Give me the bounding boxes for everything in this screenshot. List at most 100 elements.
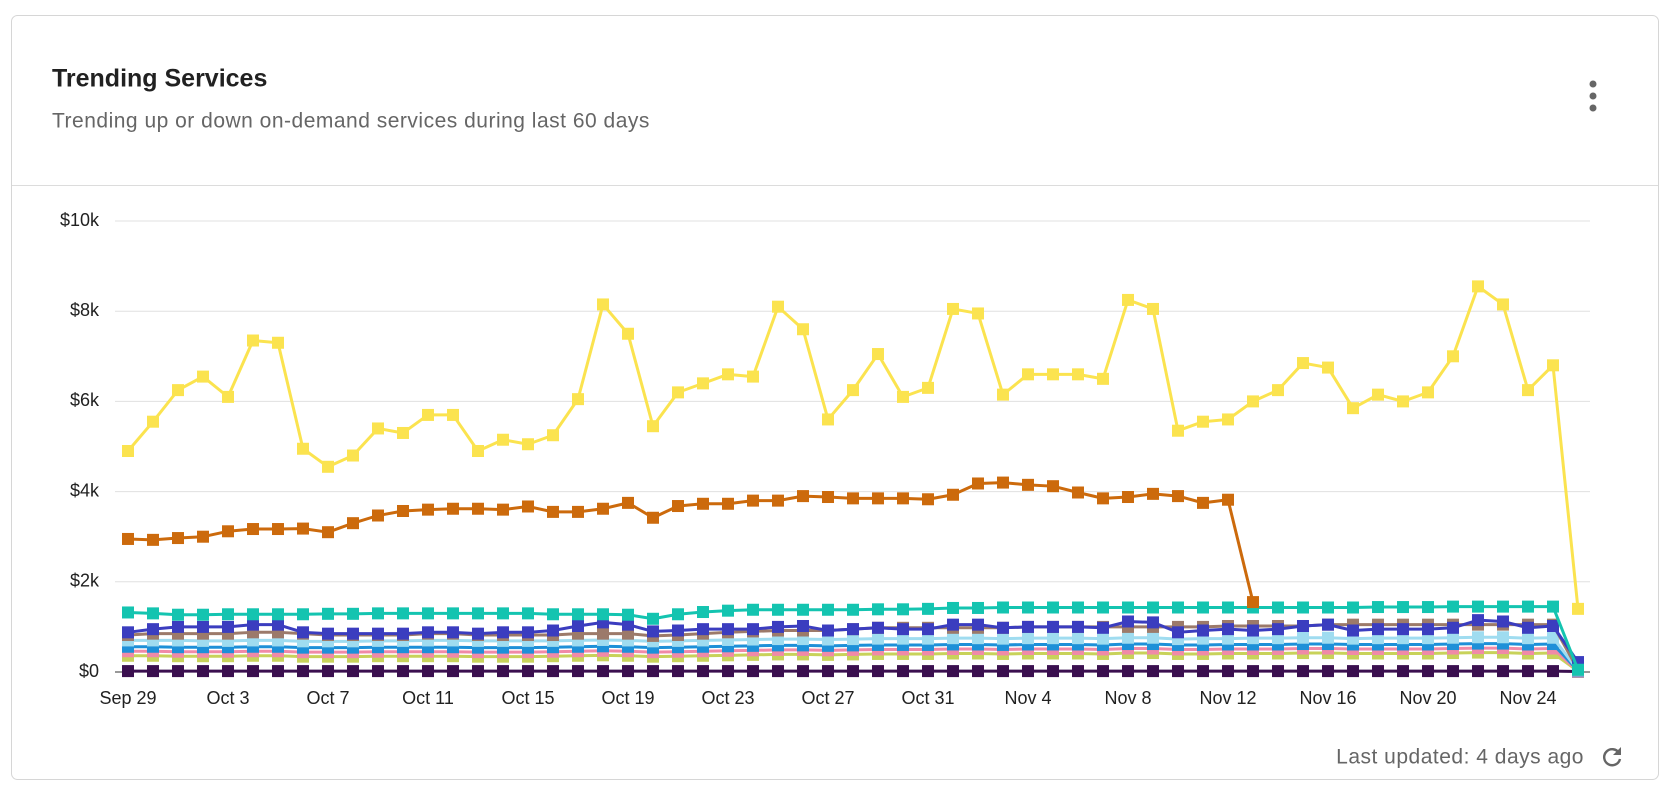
- marker: [647, 613, 659, 625]
- marker: [1172, 490, 1184, 502]
- marker: [1172, 602, 1184, 614]
- marker: [747, 623, 759, 635]
- marker: [1372, 665, 1384, 677]
- marker: [1297, 620, 1309, 632]
- marker: [1347, 402, 1359, 414]
- marker: [847, 665, 859, 677]
- marker: [1272, 665, 1284, 677]
- marker: [572, 665, 584, 677]
- marker: [572, 393, 584, 405]
- marker: [247, 619, 259, 631]
- marker: [1197, 625, 1209, 637]
- marker: [1147, 632, 1159, 644]
- marker: [497, 626, 509, 638]
- y-tick-label: $0: [79, 661, 99, 681]
- marker: [472, 503, 484, 515]
- marker: [347, 450, 359, 462]
- marker: [1097, 492, 1109, 504]
- marker: [672, 665, 684, 677]
- marker: [972, 632, 984, 644]
- marker: [772, 301, 784, 313]
- marker: [1072, 632, 1084, 644]
- marker: [1397, 395, 1409, 407]
- marker: [1247, 596, 1259, 608]
- marker: [1147, 616, 1159, 628]
- marker: [497, 665, 509, 677]
- marker: [497, 504, 509, 516]
- marker: [1272, 384, 1284, 396]
- marker: [1497, 665, 1509, 677]
- marker: [1422, 623, 1434, 635]
- marker: [972, 602, 984, 614]
- marker: [697, 623, 709, 635]
- marker: [497, 607, 509, 619]
- marker: [1222, 413, 1234, 425]
- marker: [697, 665, 709, 677]
- marker: [247, 608, 259, 620]
- marker: [347, 665, 359, 677]
- marker: [722, 665, 734, 677]
- marker: [1522, 665, 1534, 677]
- marker: [822, 604, 834, 616]
- marker: [1197, 665, 1209, 677]
- more-menu[interactable]: [1590, 81, 1597, 112]
- marker: [997, 389, 1009, 401]
- marker: [172, 609, 184, 621]
- marker: [422, 504, 434, 516]
- marker: [1122, 602, 1134, 614]
- marker: [197, 371, 209, 383]
- marker: [1122, 665, 1134, 677]
- marker: [122, 445, 134, 457]
- marker: [1422, 386, 1434, 398]
- x-tick-label: Nov 8: [1104, 688, 1151, 708]
- marker: [297, 608, 309, 620]
- marker: [1222, 602, 1234, 614]
- marker: [222, 608, 234, 620]
- marker: [1472, 601, 1484, 613]
- marker: [372, 422, 384, 434]
- marker: [772, 665, 784, 677]
- marker: [647, 665, 659, 677]
- marker: [797, 620, 809, 632]
- marker: [1072, 621, 1084, 633]
- marker: [247, 335, 259, 347]
- x-tick-label: Oct 27: [801, 688, 854, 708]
- marker: [147, 534, 159, 546]
- menu-dot: [1590, 93, 1597, 100]
- marker: [1547, 359, 1559, 371]
- marker: [747, 604, 759, 616]
- marker: [1097, 602, 1109, 614]
- marker: [297, 626, 309, 638]
- marker: [322, 526, 334, 538]
- marker: [172, 532, 184, 544]
- marker: [1522, 632, 1534, 644]
- marker: [197, 609, 209, 621]
- marker: [1247, 395, 1259, 407]
- marker: [997, 633, 1009, 645]
- marker: [272, 619, 284, 631]
- marker: [1072, 487, 1084, 499]
- marker: [147, 607, 159, 619]
- marker: [422, 607, 434, 619]
- marker: [472, 665, 484, 677]
- marker: [747, 495, 759, 507]
- marker: [422, 626, 434, 638]
- marker: [897, 492, 909, 504]
- marker: [522, 607, 534, 619]
- marker: [247, 665, 259, 677]
- marker: [1522, 384, 1534, 396]
- marker: [1072, 665, 1084, 677]
- x-tick-label: Oct 11: [402, 688, 454, 708]
- marker: [297, 443, 309, 455]
- marker: [947, 619, 959, 631]
- marker: [1497, 631, 1509, 643]
- marker: [1297, 602, 1309, 614]
- marker: [1347, 665, 1359, 677]
- marker: [1147, 488, 1159, 500]
- marker: [1097, 622, 1109, 634]
- marker: [972, 477, 984, 489]
- marker: [172, 665, 184, 677]
- marker: [697, 377, 709, 389]
- marker: [472, 607, 484, 619]
- marker: [197, 621, 209, 633]
